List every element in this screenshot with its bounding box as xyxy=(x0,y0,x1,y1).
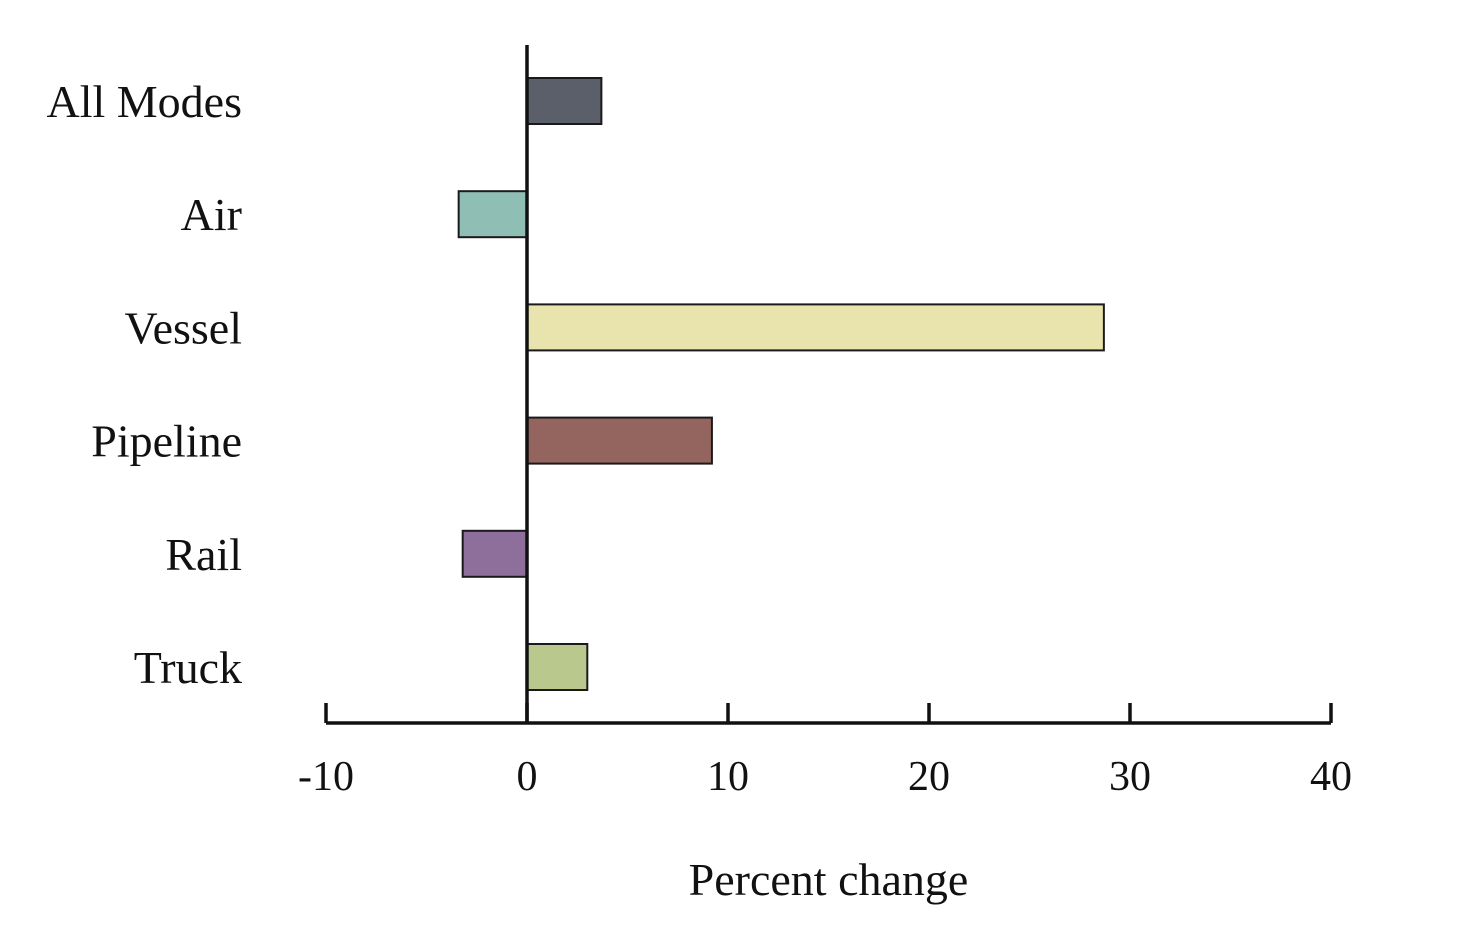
bar-air xyxy=(457,190,528,239)
category-label-rail: Rail xyxy=(165,529,242,580)
category-label-air: Air xyxy=(181,189,242,240)
x-tick-label: 20 xyxy=(908,754,950,800)
x-tick-label: 40 xyxy=(1310,754,1352,800)
x-tick-label: 10 xyxy=(707,754,749,800)
category-label-pipeline: Pipeline xyxy=(91,416,242,467)
category-label-truck: Truck xyxy=(134,642,242,693)
bar-vessel xyxy=(526,303,1105,352)
bar-rail xyxy=(461,529,528,578)
category-labels-group: All Modes Air Vessel Pipeline Rail Truck xyxy=(47,76,243,693)
bar-pipeline xyxy=(526,416,713,465)
x-axis: -10 0 10 20 30 40 xyxy=(298,703,1352,800)
bar-all-modes xyxy=(526,77,603,125)
x-axis-title: Percent change xyxy=(689,854,969,905)
category-label-all-modes: All Modes xyxy=(47,76,243,127)
category-label-vessel: Vessel xyxy=(124,302,242,353)
x-tick-label: -10 xyxy=(298,754,354,800)
x-tick-label: 30 xyxy=(1109,754,1151,800)
x-tick-label: 0 xyxy=(517,754,538,800)
bars-group xyxy=(457,77,1105,691)
bar-truck xyxy=(526,643,589,691)
